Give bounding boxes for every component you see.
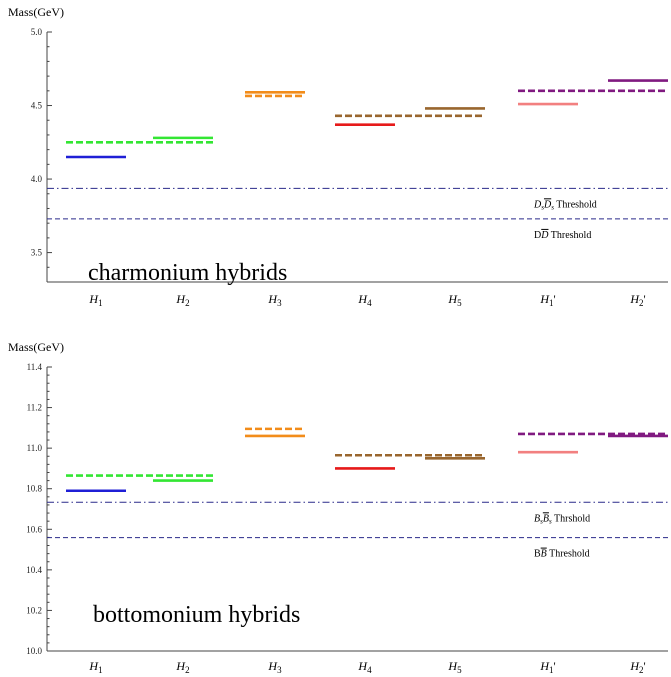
threshold-label: BB Threshold	[534, 549, 590, 560]
category-label: H2'	[629, 659, 645, 675]
threshold-label: DsDs Threshold	[533, 199, 597, 211]
category-label: H5	[447, 659, 462, 675]
threshold-label: DD Threshold	[534, 230, 591, 241]
y-tick-label: 10.4	[26, 565, 42, 575]
y-tick-label: 10.2	[26, 605, 42, 615]
chart-panel-2: Mass(GeV) 10.0 10.2 10.4 10.6 10.8 11.0 11.2 11.…	[8, 340, 668, 675]
y-tick-label: 5.0	[31, 27, 43, 37]
y-tick-label: 10.6	[26, 524, 42, 534]
category-label: H3	[267, 292, 282, 308]
y-tick-label: 11.0	[27, 443, 43, 453]
category-label: H2'	[629, 292, 645, 308]
category-label: H4	[357, 292, 372, 308]
category-label: H2	[175, 659, 189, 675]
category-label: H1	[88, 659, 102, 675]
chart-panel-1: Mass(GeV) 3.5 4.0 4.5 5.0 DsDs Threshold DD Th…	[8, 5, 668, 308]
y-tick-label: 11.2	[27, 403, 42, 413]
threshold-label: BsBs Thrshold	[534, 513, 590, 525]
y-tick-label: 11.4	[27, 362, 43, 372]
category-label: H2	[175, 292, 189, 308]
category-label: H1'	[539, 659, 555, 675]
y-axis-title: Mass(GeV)	[8, 5, 64, 19]
panel-title: bottomonium hybrids	[93, 602, 300, 628]
y-tick-label: 4.0	[31, 174, 43, 184]
panel-title: charmonium hybrids	[88, 260, 287, 286]
category-label: H3	[267, 659, 282, 675]
y-tick-label: 3.5	[31, 248, 43, 258]
y-tick-label: 4.5	[31, 101, 43, 111]
category-label: H4	[357, 659, 372, 675]
y-axis-title: Mass(GeV)	[8, 340, 64, 354]
category-label: H5	[447, 292, 462, 308]
category-label: H1	[88, 292, 102, 308]
y-tick-label: 10.8	[26, 484, 42, 494]
y-tick-label: 10.0	[26, 646, 42, 656]
category-label: H1'	[539, 292, 555, 308]
